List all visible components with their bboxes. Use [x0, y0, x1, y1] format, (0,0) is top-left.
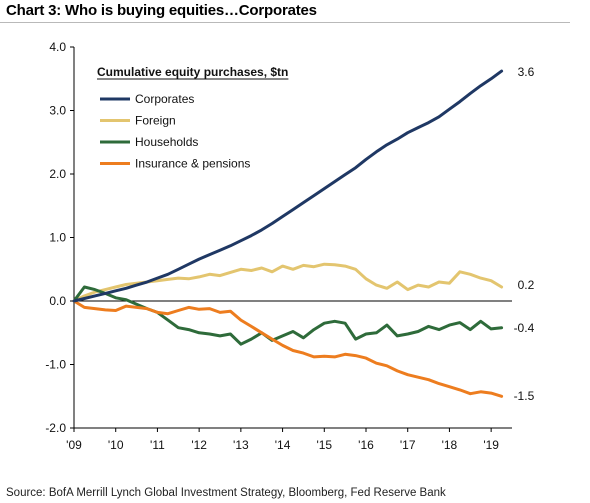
- x-tick-label: '11: [150, 438, 165, 452]
- end-label: 3.6: [518, 65, 535, 79]
- legend-label: Foreign: [135, 114, 176, 128]
- x-tick-label: '09: [66, 438, 82, 452]
- chart-area: 4.0 3.0 2.0 1.0 0.0 -1.0 -2.0'09 '10 '11 '12 '13 '1…: [45, 40, 535, 452]
- legend-label: Corporates: [135, 92, 194, 106]
- series-line-foreign: [72, 262, 504, 303]
- x-tick-label: '18: [442, 438, 458, 452]
- y-tick-label: 3.0: [49, 104, 66, 118]
- chart-title: Chart 3: Who is buying equities…Corporat…: [6, 2, 317, 19]
- axes: 4.0 3.0 2.0 1.0 0.0 -1.0 -2.0'09 '10 '11 '12 '13 '1…: [45, 40, 512, 452]
- x-tick-label: '12: [191, 438, 207, 452]
- x-tick-label: '15: [316, 438, 332, 452]
- end-labels: 3.6 0.2 -0.4 -1.5: [514, 65, 535, 403]
- x-tick-label: '13: [233, 438, 249, 452]
- end-label: -1.5: [514, 389, 535, 403]
- title-divider: [0, 22, 570, 23]
- x-tick-label: '14: [275, 438, 291, 452]
- y-tick-label: -1.0: [45, 358, 66, 372]
- legend: Cumulative equity purchases, $tn Corporat…: [97, 65, 289, 171]
- x-tick-label: '19: [483, 438, 499, 452]
- series-lines: [72, 69, 504, 398]
- series-line-insurance-pensions: [72, 299, 504, 398]
- x-tick-label: '17: [400, 438, 416, 452]
- y-tick-label: 1.0: [49, 231, 66, 245]
- y-tick-label: 0.0: [49, 294, 66, 308]
- source-note: Source: BofA Merrill Lynch Global Invest…: [6, 487, 446, 499]
- legend-label: Households: [135, 135, 198, 149]
- end-label: 0.2: [518, 278, 535, 292]
- series-line-households: [72, 285, 504, 346]
- legend-title: Cumulative equity purchases, $tn: [97, 65, 288, 79]
- x-tick-label: '10: [108, 438, 124, 452]
- legend-label: Insurance & pensions: [135, 157, 250, 171]
- x-tick-label: '16: [358, 438, 374, 452]
- y-tick-label: 2.0: [49, 167, 66, 181]
- y-tick-label: -2.0: [45, 421, 66, 435]
- series-line-corporates: [72, 69, 504, 303]
- end-label: -0.4: [514, 321, 535, 335]
- y-tick-label: 4.0: [49, 40, 66, 54]
